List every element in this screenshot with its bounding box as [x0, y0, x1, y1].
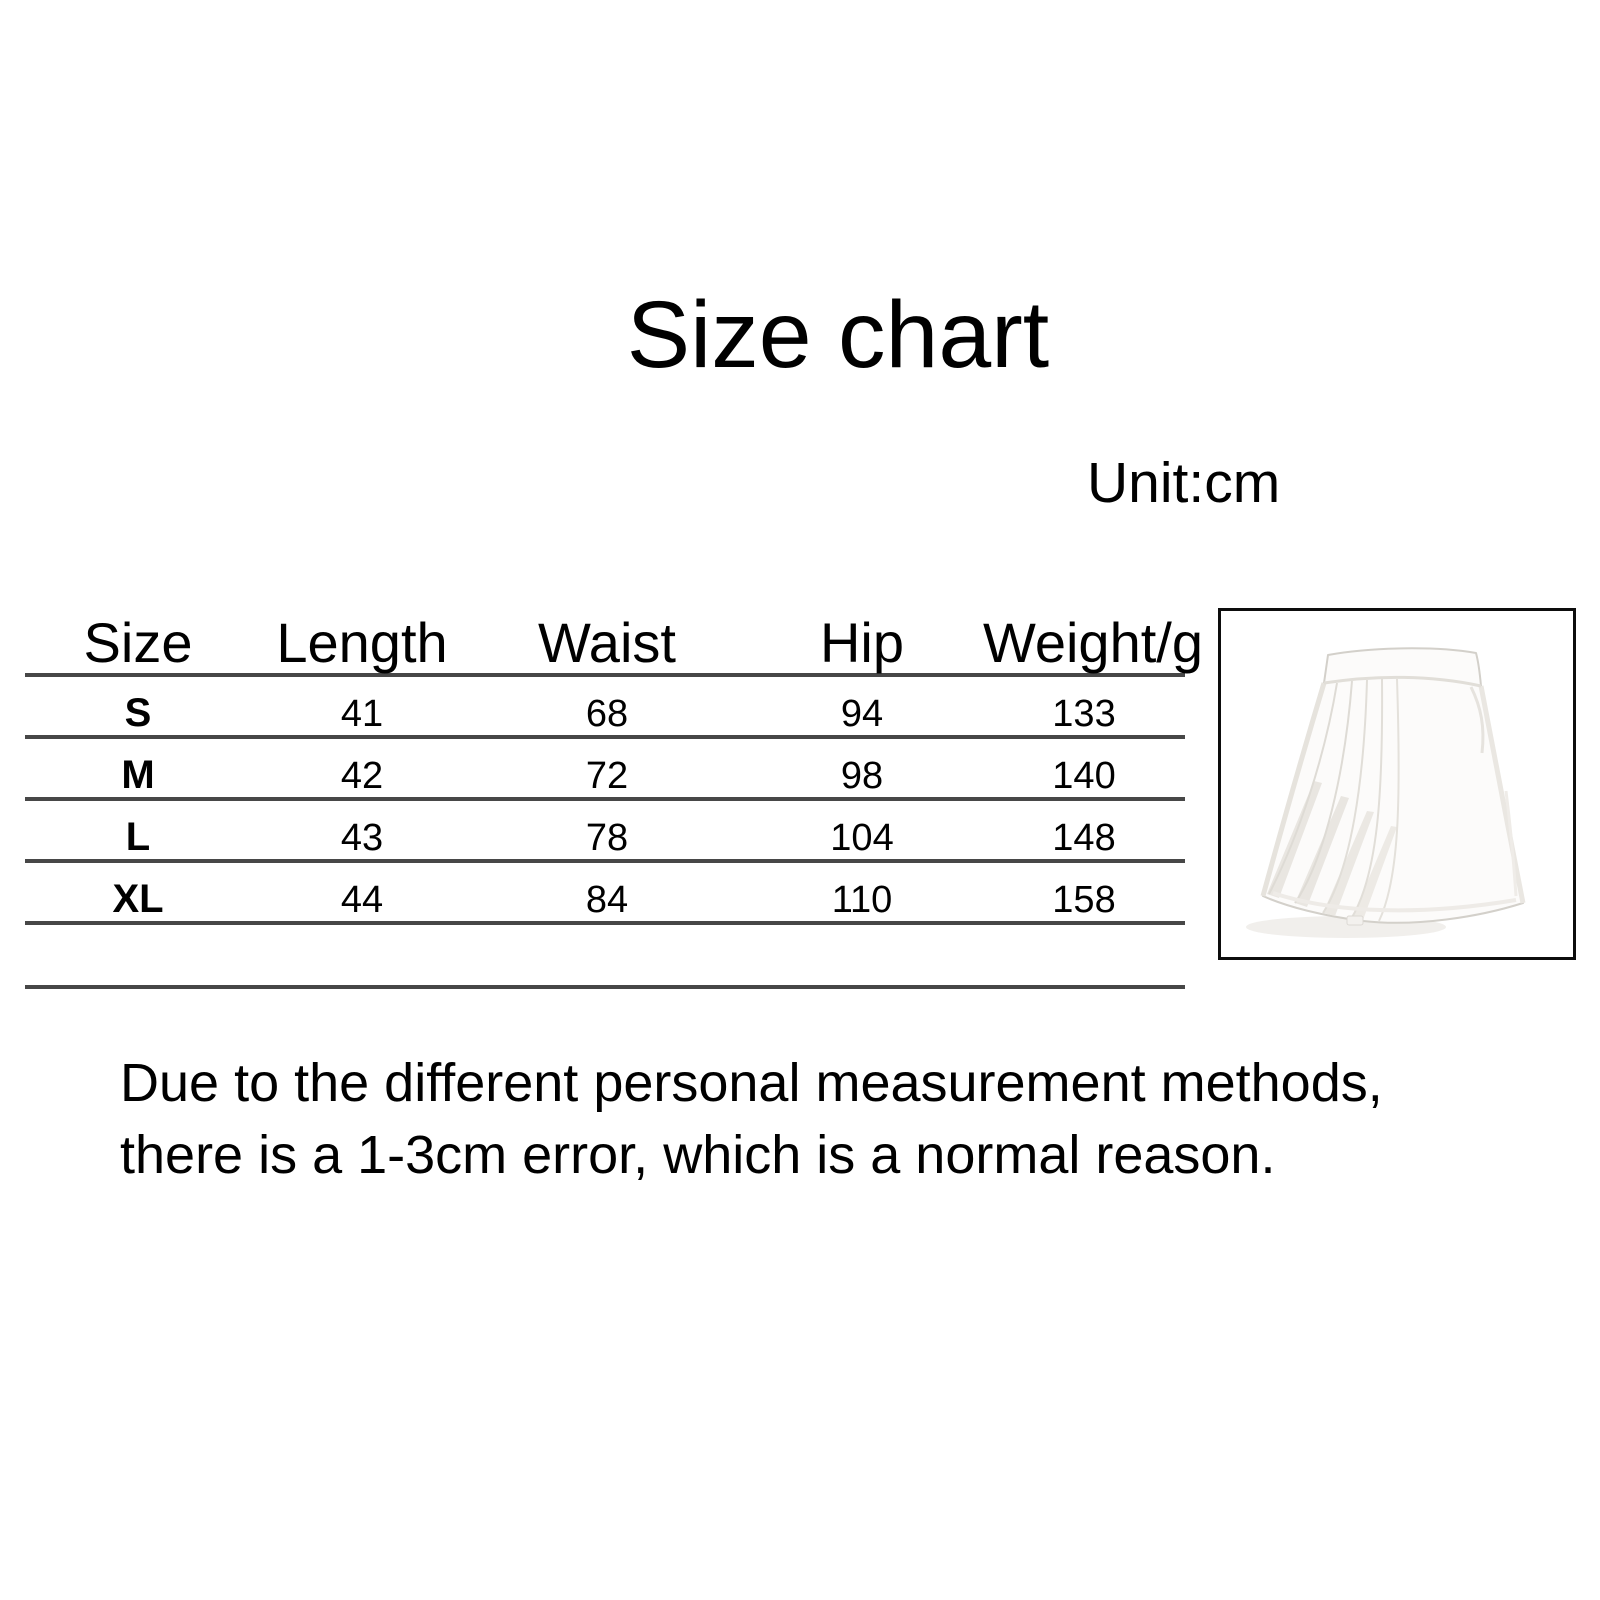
- cell-weight-s: 133: [983, 675, 1185, 739]
- size-note: Due to the different personal measuremen…: [120, 1047, 1383, 1191]
- column-header-length: Length: [251, 600, 473, 677]
- cell-length-s: 41: [251, 675, 473, 739]
- cell-size-m: M: [25, 737, 251, 801]
- table-row-l: L 43 78 104 148: [25, 799, 1185, 863]
- column-header-size: Size: [25, 600, 251, 677]
- cell-hip-s: 94: [741, 675, 983, 739]
- empty-cell: [25, 923, 1185, 989]
- column-header-waist: Waist: [473, 600, 741, 677]
- table-row-m: M 42 72 98 140: [25, 737, 1185, 801]
- cell-length-l: 43: [251, 799, 473, 863]
- skirt-illustration: [1246, 647, 1526, 938]
- table-row-xl: XL 44 84 110 158: [25, 861, 1185, 925]
- unit-label: Unit:cm: [1087, 451, 1281, 515]
- size-table: Size Length Waist Hip Weight/g S 41 68 9…: [25, 600, 1203, 989]
- cell-hip-m: 98: [741, 737, 983, 801]
- cell-length-xl: 44: [251, 861, 473, 925]
- cell-size-s: S: [25, 675, 251, 739]
- page-title: Size chart: [626, 282, 1050, 388]
- cell-weight-m: 140: [983, 737, 1185, 801]
- cell-size-xl: XL: [25, 861, 251, 925]
- table-header-row: Size Length Waist Hip Weight/g: [25, 600, 1203, 677]
- column-header-weight: Weight/g: [983, 600, 1203, 677]
- cell-waist-xl: 84: [473, 861, 741, 925]
- size-note-line-1: Due to the different personal measuremen…: [120, 1053, 1383, 1113]
- cell-waist-s: 68: [473, 675, 741, 739]
- product-photo-frame: [1218, 608, 1576, 960]
- cell-length-m: 42: [251, 737, 473, 801]
- cell-waist-l: 78: [473, 799, 741, 863]
- cell-weight-l: 148: [983, 799, 1185, 863]
- size-note-line-2: there is a 1-3cm error, which is a norma…: [120, 1125, 1276, 1185]
- cell-weight-xl: 158: [983, 861, 1185, 925]
- cell-hip-l: 104: [741, 799, 983, 863]
- cell-waist-m: 72: [473, 737, 741, 801]
- table-row-s: S 41 68 94 133: [25, 675, 1185, 739]
- cell-size-l: L: [25, 799, 251, 863]
- column-header-hip: Hip: [741, 600, 983, 677]
- cell-hip-xl: 110: [741, 861, 983, 925]
- table-empty-row: [25, 923, 1185, 989]
